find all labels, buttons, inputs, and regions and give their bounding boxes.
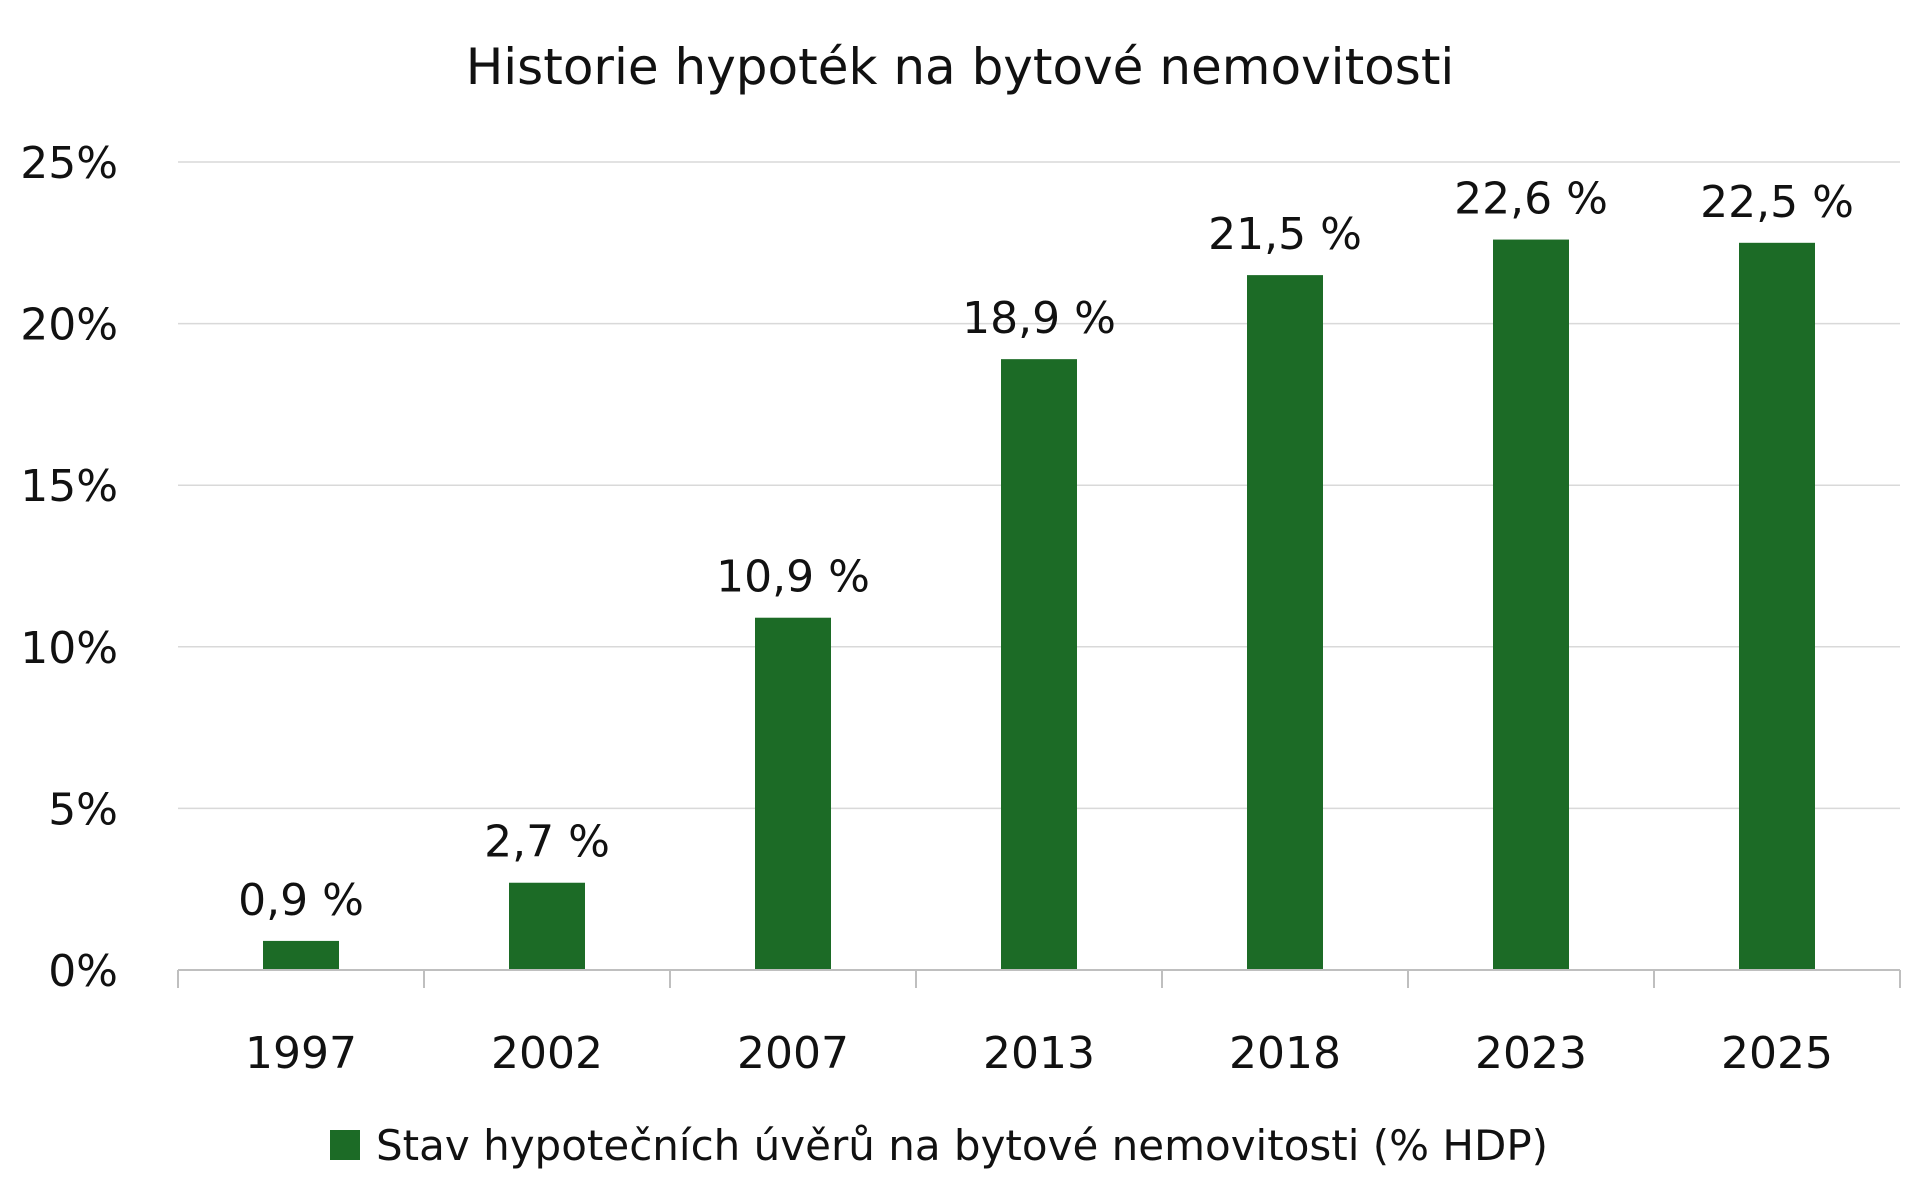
- data-label: 10,9 %: [716, 552, 870, 603]
- x-axis: 1997 2002 2007 2013 2018 2023 2025: [177, 969, 1901, 1079]
- bar: [1493, 239, 1569, 970]
- bar: [1739, 242, 1815, 971]
- data-label: 22,6 %: [1454, 174, 1608, 225]
- y-tick-label: 15%: [20, 461, 118, 512]
- legend: Stav hypotečních úvěrů na bytové nemovit…: [330, 1121, 1548, 1170]
- legend-swatch: [330, 1130, 360, 1160]
- legend-label: Stav hypotečních úvěrů na bytové nemovit…: [376, 1121, 1548, 1170]
- data-label: 18,9 %: [962, 293, 1116, 344]
- data-label: 22,5 %: [1700, 177, 1854, 228]
- y-tick-label: 10%: [20, 623, 118, 674]
- x-tick-label: 2023: [1475, 1028, 1587, 1079]
- y-tick-label: 20%: [20, 300, 118, 351]
- bars: [263, 239, 1815, 971]
- y-tick-label: 25%: [20, 138, 118, 189]
- data-label: 0,9 %: [238, 875, 364, 926]
- bar: [509, 882, 585, 970]
- x-tick-label: 2025: [1721, 1028, 1833, 1079]
- y-tick-label: 5%: [48, 784, 118, 835]
- y-axis-ticks: 0% 5% 10% 15% 20% 25%: [20, 138, 118, 997]
- bar: [1247, 275, 1323, 970]
- bar: [263, 940, 339, 970]
- bar: [755, 617, 831, 970]
- chart-title: Historie hypoték na bytové nemovitosti: [466, 38, 1455, 96]
- x-tick-label: 2018: [1229, 1028, 1341, 1079]
- data-label: 21,5 %: [1208, 209, 1362, 260]
- x-tick-label: 2007: [737, 1028, 849, 1079]
- data-labels: 0,9 % 2,7 % 10,9 % 18,9 % 21,5 % 22,6 % 22,5 %: [238, 174, 1854, 926]
- data-label: 2,7 %: [484, 817, 610, 868]
- x-tick-label: 2002: [491, 1028, 603, 1079]
- x-tick-label: 2013: [983, 1028, 1095, 1079]
- y-tick-label: 0%: [48, 946, 118, 997]
- bar: [1001, 359, 1077, 971]
- x-tick-label: 1997: [245, 1028, 357, 1079]
